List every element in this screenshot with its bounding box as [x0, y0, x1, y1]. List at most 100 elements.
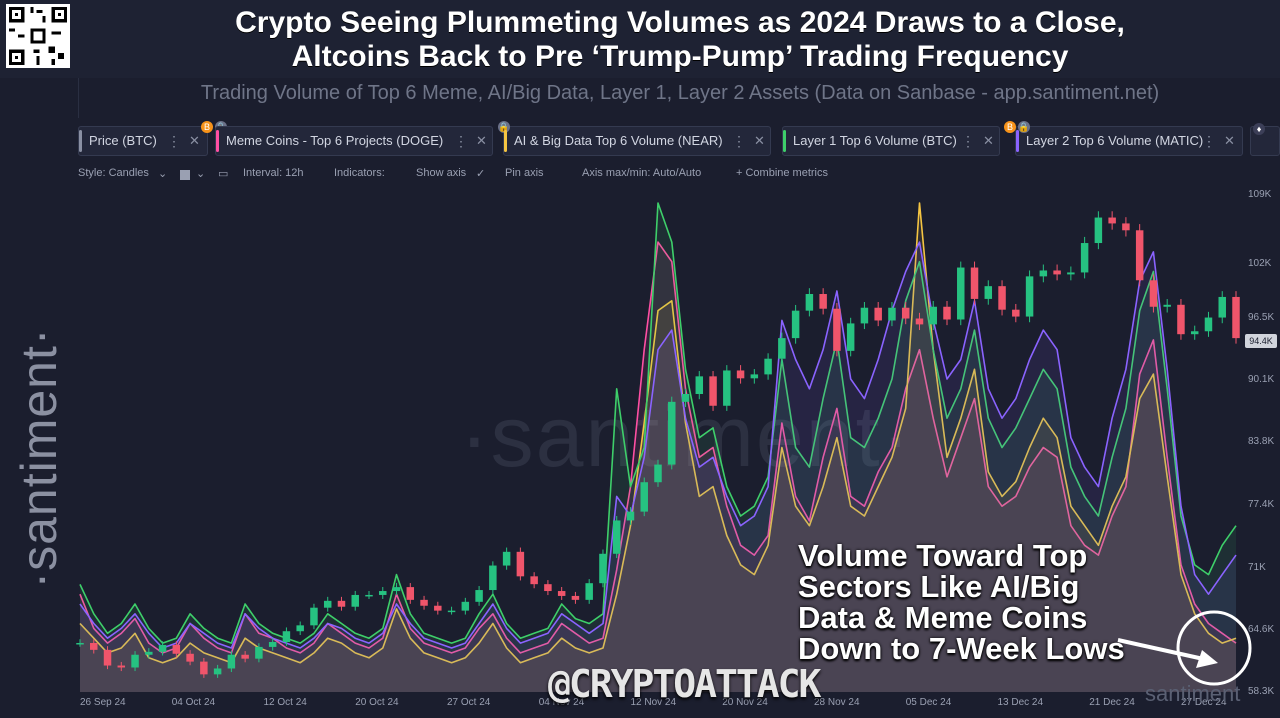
indicators-dropdown[interactable]: Indicators:: [334, 167, 385, 179]
candle: [337, 600, 346, 607]
candle: [681, 393, 690, 402]
candle: [406, 587, 415, 600]
header: Crypto Seeing Plummeting Volumes as 2024…: [0, 0, 1280, 78]
candle: [874, 307, 882, 321]
candle: [90, 642, 98, 650]
x-tick-label: 26 Sep 24: [80, 697, 126, 708]
callout-text: Volume Toward Top Sectors Like AI/Big Da…: [798, 540, 1128, 664]
x-tick-label: 13 Dec 24: [997, 697, 1044, 708]
candle: [172, 644, 181, 654]
candle: [1067, 272, 1075, 275]
candle: [241, 654, 249, 659]
metric-chip-ai[interactable]: 🔒 AI & Big Data Top 6 Volume (NEAR) ⋮ ✕: [498, 121, 771, 156]
candle: [791, 310, 800, 339]
close-icon[interactable]: ✕: [983, 133, 994, 148]
x-tick-label: 05 Dec 24: [905, 697, 952, 708]
checkmark-icon[interactable]: ✓: [476, 168, 486, 180]
candle: [819, 294, 827, 309]
metric-color-bar: [79, 130, 82, 152]
style-dropdown[interactable]: Style: Candles: [78, 167, 149, 179]
candle: [901, 307, 910, 319]
metric-chip-eth[interactable]: ♦: [1250, 123, 1280, 156]
candle: [860, 307, 869, 324]
candle: [943, 306, 951, 320]
close-icon[interactable]: ✕: [1224, 133, 1235, 148]
candle: [929, 306, 937, 325]
candle: [117, 665, 126, 668]
candle: [268, 642, 277, 647]
candle: [365, 594, 373, 597]
chevron-down-icon[interactable]: ⌄: [158, 168, 168, 180]
candle: [640, 482, 648, 512]
candle: [392, 587, 401, 592]
interval-dropdown[interactable]: Interval: 12h: [243, 167, 304, 179]
series-area: [80, 203, 1236, 692]
x-tick-label: 04 Nov 24: [538, 697, 585, 708]
more-icon[interactable]: ⋮: [1202, 133, 1216, 149]
candle: [1135, 230, 1144, 281]
x-tick-label: 21 Dec 24: [1089, 697, 1135, 708]
candle: [626, 511, 635, 521]
candle: [778, 338, 786, 359]
metric-color-bar: [783, 130, 786, 152]
metrics-bar: Price (BTC) ⋮ ✕ B 🔒 Meme Coins - Top 6 P…: [78, 121, 1280, 158]
chevron-down-icon[interactable]: ⌄: [196, 168, 206, 180]
metric-color-bar: [216, 130, 219, 152]
more-icon[interactable]: ⋮: [961, 133, 975, 149]
candle: [709, 376, 717, 406]
x-tick-label: 27 Dec 24: [1180, 697, 1227, 708]
y-tick-label: 102K: [1248, 257, 1272, 269]
candle: [131, 654, 139, 668]
candle: [833, 308, 841, 351]
close-icon[interactable]: ✕: [189, 133, 200, 148]
candle: [1149, 280, 1158, 307]
chart-title-line2: Altcoins Back to Pre ‘Trump-Pump’ Tradin…: [291, 40, 1069, 73]
candle: [282, 631, 291, 643]
ethereum-icon: ♦: [1253, 123, 1265, 135]
x-tick-label: 28 Nov 24: [813, 697, 860, 708]
close-icon[interactable]: ✕: [754, 133, 765, 148]
candle: [695, 376, 704, 394]
candle: [585, 583, 593, 600]
candle: [516, 551, 525, 577]
candle: [158, 644, 167, 652]
lock-icon: 🔒: [1018, 121, 1030, 133]
metric-chip-layer2[interactable]: B 🔒 Layer 2 Top 6 Volume (MATIC) ⋮ ✕: [1004, 121, 1243, 156]
combine-metrics-button[interactable]: + Combine metrics: [736, 167, 829, 179]
callout-line2: Sectors Like AI/Big: [798, 569, 1080, 604]
candle: [970, 267, 979, 299]
metric-label: Meme Coins - Top 6 Projects (DOGE): [226, 133, 444, 148]
candle: [599, 553, 607, 584]
close-icon[interactable]: ✕: [476, 133, 487, 148]
metric-chip-layer1[interactable]: Layer 1 Top 6 Volume (BTC) ⋮ ✕: [782, 126, 1000, 156]
metric-chip-meme[interactable]: Meme Coins - Top 6 Projects (DOGE) ⋮ ✕: [215, 126, 493, 156]
candle: [186, 653, 194, 662]
candle: [461, 601, 470, 611]
last-price-tag: 94.4K: [1245, 334, 1277, 348]
y-tick-label: 71K: [1248, 561, 1266, 573]
show-axis-toggle[interactable]: Show axis: [416, 167, 467, 179]
x-tick-label: 20 Nov 24: [722, 697, 768, 708]
candle: [255, 646, 263, 659]
axis-minmax-dropdown[interactable]: Axis max/min: Auto/Auto: [582, 167, 702, 179]
metric-label: AI & Big Data Top 6 Volume (NEAR): [514, 133, 723, 148]
more-icon[interactable]: ⋮: [167, 133, 181, 149]
more-icon[interactable]: ⋮: [732, 133, 746, 149]
candle: [200, 661, 208, 675]
x-tick-label: 12 Nov 24: [630, 697, 677, 708]
more-icon[interactable]: ⋮: [454, 133, 468, 149]
candle: [571, 595, 580, 600]
y-tick-label: 83.8K: [1248, 436, 1275, 448]
candle: [1053, 270, 1061, 275]
y-tick-label: 64.6K: [1248, 624, 1275, 636]
bitcoin-icon: B: [201, 121, 213, 133]
metric-chip-price-btc[interactable]: Price (BTC) ⋮ ✕ B 🔒: [78, 121, 227, 156]
candle: [489, 565, 497, 591]
callout-line3: Data & Meme Coins: [798, 600, 1088, 635]
candle: [764, 358, 772, 375]
candle: [1204, 317, 1213, 332]
color-swatch-icon[interactable]: [180, 170, 190, 180]
candle: [984, 286, 993, 299]
candle: [296, 625, 304, 632]
pin-axis-toggle[interactable]: Pin axis: [505, 167, 544, 179]
